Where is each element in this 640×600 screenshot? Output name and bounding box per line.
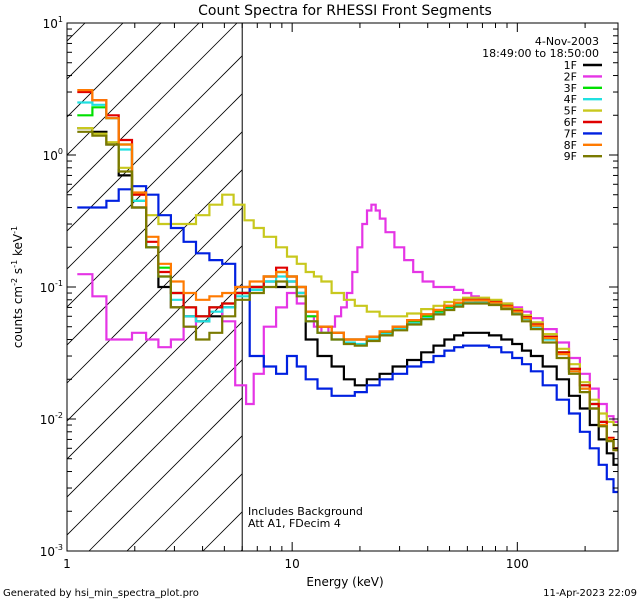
hatch-line <box>240 549 243 551</box>
x-tick-label: 10 <box>285 557 300 571</box>
y-tick-label: 10-1 <box>40 279 63 295</box>
y-label-part-5: -1 <box>10 226 19 234</box>
y-label-part-2: s <box>11 268 25 278</box>
hatch-line <box>583 0 640 551</box>
legend-label-9F: 9F <box>564 150 577 163</box>
legend-label-4F: 4F <box>564 93 577 106</box>
hatch-line <box>67 283 243 460</box>
x-tick-label: 100 <box>506 557 529 571</box>
hatch-line <box>0 0 219 551</box>
hatch-line <box>67 23 238 194</box>
hatch-line <box>431 0 640 551</box>
annotation-note-background: Includes Background <box>248 505 363 518</box>
hatch-line <box>67 321 243 498</box>
plot-frame <box>66 22 619 552</box>
hatch-line <box>67 169 243 346</box>
hatch-line <box>67 23 86 42</box>
hatch-line <box>67 207 243 384</box>
legend-label-7F: 7F <box>564 127 577 140</box>
x-tick-label: 1 <box>63 557 71 571</box>
footer-timestamp: 11-Apr-2023 22:09 <box>543 588 637 599</box>
hatch-line <box>67 55 243 232</box>
y-label-part-4: keV <box>11 233 25 260</box>
legend-label-8F: 8F <box>564 139 577 152</box>
x-axis-label: Energy (keV) <box>306 575 383 589</box>
hatch-line <box>67 23 124 80</box>
hatch-line <box>0 0 181 551</box>
series-line-7F <box>77 185 618 494</box>
hatch-line <box>545 0 640 551</box>
footer-generated-by: Generated by hsi_min_spectra_plot.pro <box>3 588 199 599</box>
y-tick-label: 10-3 <box>40 543 63 559</box>
series-line-9F <box>77 130 618 452</box>
legend-label-2F: 2F <box>564 70 577 83</box>
y-axis-label: counts cm-2 s-1 keV-1 <box>10 226 25 348</box>
legend-label-3F: 3F <box>564 82 577 95</box>
annotation-time-range: 18:49:00 to 18:50:00 <box>482 47 599 60</box>
hatch-line <box>67 359 243 536</box>
axis-ticks <box>66 22 618 552</box>
y-label-part-3: -1 <box>10 260 19 268</box>
y-tick-label: 101 <box>43 15 63 31</box>
annotation-note-attenuator: Att A1, FDecim 4 <box>248 517 341 530</box>
y-label-part-1: -2 <box>10 278 19 286</box>
hatch-line <box>621 0 640 551</box>
chart-title: Count Spectra for RHESSI Front Segments <box>198 3 492 19</box>
y-tick-label: 10-2 <box>40 411 63 427</box>
hatch-line <box>355 0 640 551</box>
hatch-line <box>279 0 640 551</box>
axis-tick-labels: 1 10 100 10-3 10-2 10-1 100 101 <box>40 15 529 571</box>
hatch-line <box>317 0 640 551</box>
annotation-date: 4-Nov-2003 <box>535 35 599 48</box>
hatch-line <box>67 131 243 308</box>
hatch-line <box>469 0 640 551</box>
legend-label-1F: 1F <box>564 59 577 72</box>
legend-label-5F: 5F <box>564 105 577 118</box>
hatch-line <box>393 0 640 551</box>
legend-label-6F: 6F <box>564 116 577 129</box>
series-line-8F <box>77 89 618 452</box>
hatch-line <box>88 397 243 551</box>
y-label-part-0: counts cm <box>11 286 25 348</box>
series-line-1F <box>77 127 618 466</box>
y-tick-label: 100 <box>43 147 63 163</box>
series-group <box>77 89 618 494</box>
